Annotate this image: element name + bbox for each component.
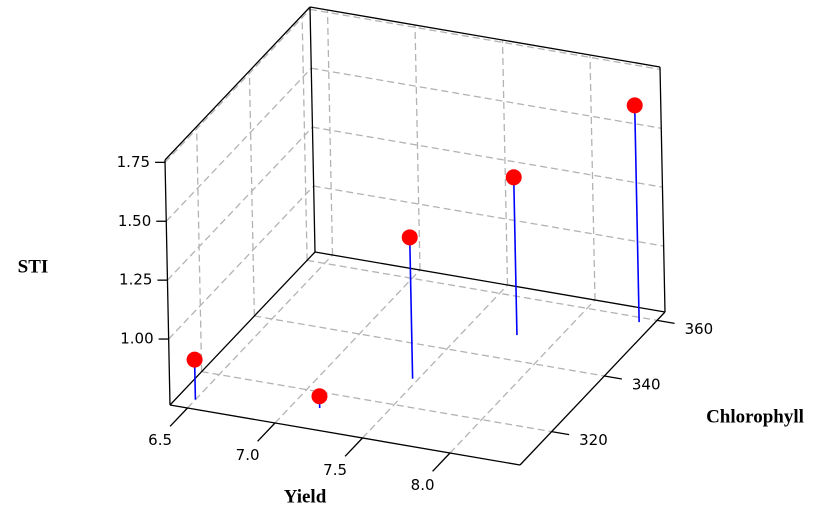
grid-line xyxy=(168,185,315,340)
box-edge xyxy=(519,311,666,466)
box-edge xyxy=(309,6,316,253)
stem xyxy=(512,177,518,336)
box-edge xyxy=(169,251,316,406)
grid-line xyxy=(449,299,596,454)
box-edge xyxy=(314,251,666,313)
grid-line xyxy=(166,126,313,281)
box-edge xyxy=(309,6,661,68)
grid-line xyxy=(312,126,663,188)
grid-line xyxy=(248,70,256,316)
grid-line xyxy=(164,8,311,163)
stem xyxy=(633,105,640,323)
x-tick xyxy=(169,407,188,427)
z-tick-label: 1.50 xyxy=(118,212,151,230)
y-tick-label: 320 xyxy=(579,431,608,449)
x-axis-title: Yield xyxy=(284,486,327,507)
z-axis-title: STI xyxy=(18,256,49,277)
y-axis-title: Chlorophyll xyxy=(706,406,804,427)
stem xyxy=(408,237,414,379)
x-tick-label: 6.5 xyxy=(148,431,172,449)
grid-line xyxy=(306,259,658,321)
grid-line xyxy=(274,269,421,424)
point xyxy=(626,97,643,114)
grid-line xyxy=(195,126,203,372)
grid-line xyxy=(313,185,664,247)
grid-line xyxy=(201,370,552,433)
box-edge xyxy=(659,66,666,313)
grid-line xyxy=(311,67,662,129)
x-tick xyxy=(257,422,276,442)
y-tick xyxy=(656,319,675,324)
x-tick-label: 7.0 xyxy=(236,446,260,464)
grid-line xyxy=(326,9,334,256)
grid-line xyxy=(501,39,509,286)
point xyxy=(401,229,418,246)
box-edge xyxy=(169,404,521,466)
z-tick-label: 1.00 xyxy=(120,330,153,348)
grid-line xyxy=(589,54,596,301)
y-tick-label: 340 xyxy=(632,375,661,393)
grid-line xyxy=(362,284,508,439)
x-tick xyxy=(344,437,363,457)
y-tick xyxy=(551,430,570,436)
x-tick-label: 7.5 xyxy=(323,461,347,479)
x-tick-label: 8.0 xyxy=(411,476,435,494)
y-tick xyxy=(604,375,622,380)
grid-line xyxy=(165,67,312,222)
point xyxy=(311,388,328,405)
z-tick-label: 1.75 xyxy=(117,153,150,171)
box-edge xyxy=(164,159,171,406)
point xyxy=(505,169,522,186)
grid-line xyxy=(309,8,661,70)
z-tick-label: 1.25 xyxy=(119,271,152,289)
point xyxy=(186,351,203,368)
x-tick xyxy=(432,452,451,472)
grid-line xyxy=(301,15,308,261)
grid-line xyxy=(414,24,421,271)
box-edge xyxy=(164,6,311,161)
grid-line xyxy=(254,315,605,377)
y-tick-label: 360 xyxy=(685,320,714,338)
grid-line xyxy=(187,254,333,409)
